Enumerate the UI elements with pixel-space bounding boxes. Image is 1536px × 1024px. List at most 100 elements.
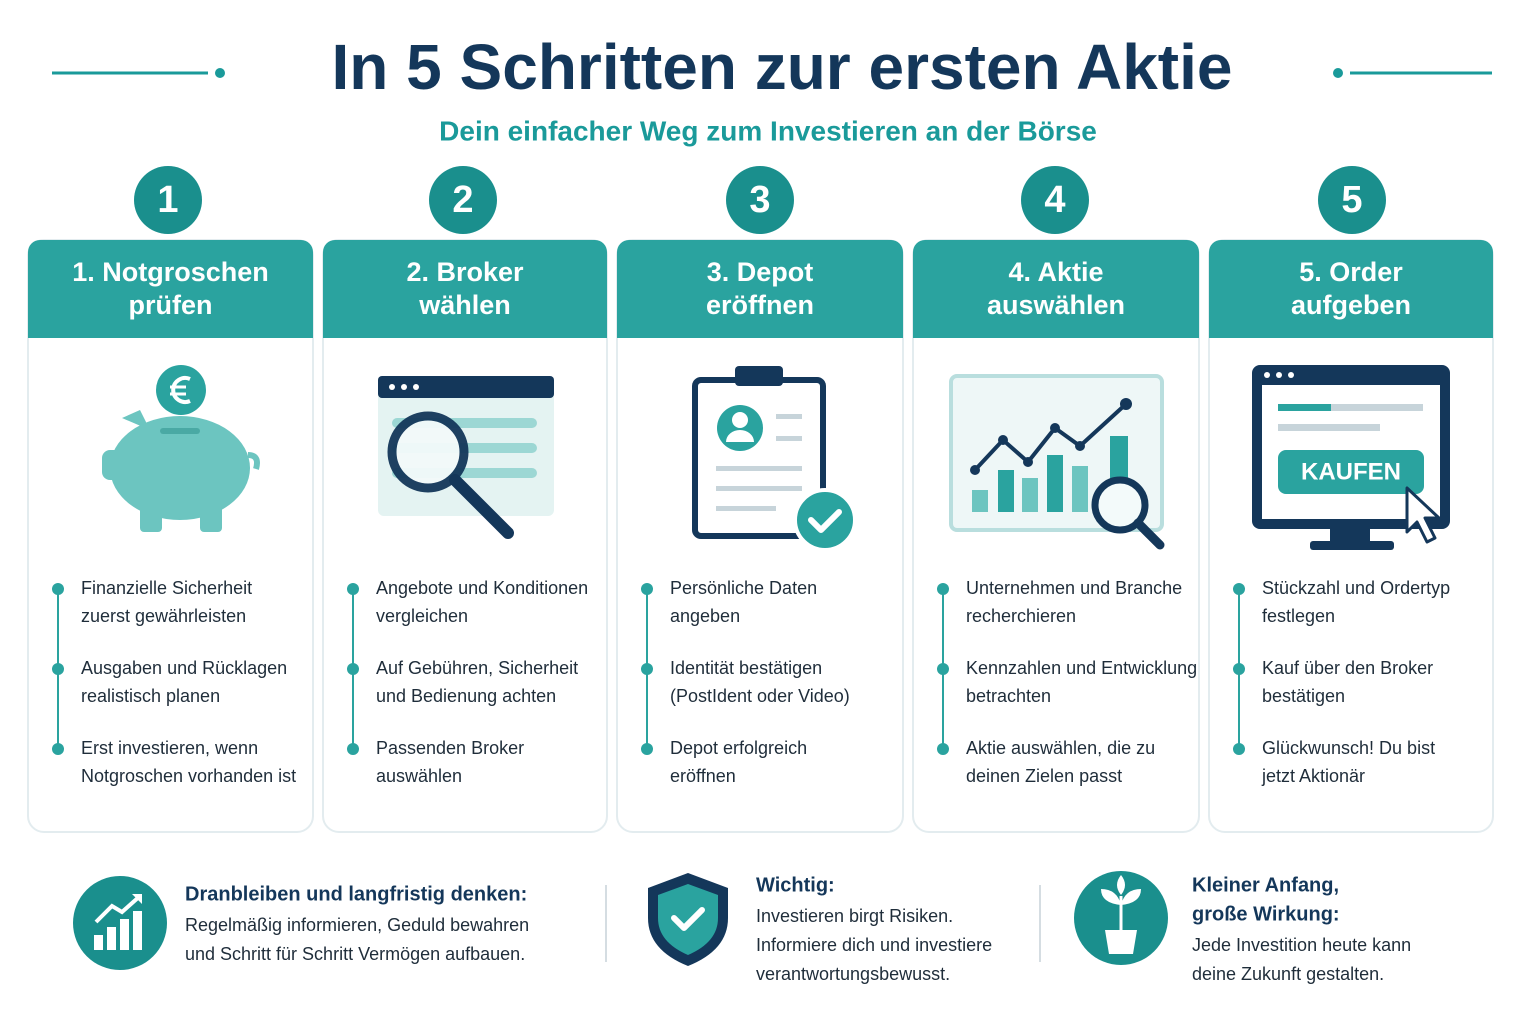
bullet-dot <box>641 663 653 675</box>
bullet-text: Passenden Broker <box>376 738 524 758</box>
icon-part <box>171 376 191 404</box>
footer-title: Dranbleiben und langfristig denken: <box>185 883 527 905</box>
icon-part <box>776 436 802 441</box>
step-badge <box>134 166 202 234</box>
buy-button-label: KAUFEN <box>1301 458 1401 485</box>
icon-part <box>1105 930 1137 954</box>
icon-part <box>972 490 988 512</box>
bullet-text: festlegen <box>1262 606 1335 626</box>
step-number: 4 <box>1044 179 1065 221</box>
bullet-text: Identität bestätigen <box>670 658 822 678</box>
bullet-dot <box>52 663 64 675</box>
step-header <box>323 240 607 338</box>
icon-part <box>1022 478 1038 512</box>
bullet-text: bestätigen <box>1262 686 1345 706</box>
icon-part <box>1276 372 1282 378</box>
step-title: 2. Broker <box>406 257 524 287</box>
icon-part <box>107 927 116 950</box>
bullet-text: Kauf über den Broker <box>1262 658 1433 678</box>
bullet-text: Finanzielle Sicherheit <box>81 578 252 598</box>
bullet-dot <box>1233 583 1245 595</box>
step-header <box>28 240 313 338</box>
bullet-dot <box>1233 663 1245 675</box>
step-title: eröffnen <box>706 290 814 320</box>
bullet-dot <box>52 583 64 595</box>
footer-title: Kleiner Anfang, <box>1192 874 1339 896</box>
icon-part <box>808 509 842 533</box>
step-title: aufgeben <box>1291 290 1411 320</box>
icon-part <box>793 488 857 552</box>
icon-part <box>132 894 142 904</box>
bullet-text: auswählen <box>376 766 462 786</box>
bullet-dot <box>52 743 64 755</box>
footer-text: verantwortungsbewusst. <box>756 964 950 984</box>
bullet-dot <box>347 743 359 755</box>
icon-part <box>1072 466 1088 512</box>
icon-part <box>401 384 407 390</box>
bullet-text: Unternehmen und Branche <box>966 578 1182 598</box>
icon-part <box>716 486 802 491</box>
icon-part <box>1133 518 1165 550</box>
bullet-text: jetzt Aktionär <box>1261 766 1365 786</box>
bullet-text: Aktie auswählen, die zu <box>966 738 1155 758</box>
bullet-text: Ausgaben und Rücklagen <box>81 658 287 678</box>
icon <box>949 374 1165 550</box>
footer-text: Informiere dich und investiere <box>756 935 992 955</box>
decor-dot <box>215 68 225 78</box>
bullet-text: Stückzahl und Ordertyp <box>1262 578 1450 598</box>
bullet-text: Glückwunsch! Du bist <box>1262 738 1435 758</box>
icon <box>1252 365 1450 550</box>
icon-part <box>1050 423 1060 433</box>
icon-part <box>156 365 206 415</box>
footer-title: Wichtig: <box>756 874 835 896</box>
step-title: 4. Aktie <box>1008 257 1103 287</box>
bullet-text: Notgroschen vorhanden ist <box>81 766 296 786</box>
bullet-text: Erst investieren, wenn <box>81 738 258 758</box>
footer-title: große Wirkung: <box>1192 903 1340 925</box>
footer-text: und Schritt für Schritt Vermögen aufbaue… <box>185 944 525 964</box>
icon <box>378 376 554 539</box>
footer-text: Regelmäßig informieren, Geduld bewahren <box>185 915 529 935</box>
subtitle: Dein einfacher Weg zum Investieren an de… <box>439 115 1097 146</box>
icon-part <box>1331 404 1423 411</box>
icon-part <box>102 450 126 480</box>
bullet-dot <box>641 583 653 595</box>
icon-part <box>413 384 419 390</box>
step-badge <box>1021 166 1089 234</box>
step-number: 1 <box>157 179 178 221</box>
bullet-text: vergleichen <box>376 606 468 626</box>
icon-part <box>140 500 162 532</box>
bullet-dot <box>641 743 653 755</box>
icon-part <box>716 466 802 471</box>
step-title: wählen <box>418 290 511 320</box>
bullet-text: zuerst gewährleisten <box>81 606 246 626</box>
icon-part <box>658 884 718 955</box>
bullet-dot <box>1233 743 1245 755</box>
bullet-text: Depot erfolgreich <box>670 738 807 758</box>
icon-part <box>1264 372 1270 378</box>
title: In 5 Schritten zur ersten Aktie <box>332 31 1233 103</box>
icon-part <box>378 376 554 398</box>
bullet-text: recherchieren <box>966 606 1076 626</box>
icon-part <box>1101 875 1141 905</box>
step-title: 3. Depot <box>707 257 814 287</box>
icon-part <box>726 430 754 442</box>
bullet-text: deinen Zielen passt <box>966 766 1122 786</box>
icon-part <box>200 500 222 532</box>
step-badge <box>726 166 794 234</box>
step-number: 2 <box>452 179 473 221</box>
icon-part <box>1310 541 1394 550</box>
icon-part <box>998 435 1008 445</box>
bullet-dot <box>347 663 359 675</box>
icon-part <box>973 402 1128 472</box>
bullet-text: (PostIdent oder Video) <box>670 686 850 706</box>
icon-part <box>449 474 514 539</box>
icon-part <box>735 366 783 386</box>
decor-dot <box>1333 68 1343 78</box>
icon <box>102 365 260 532</box>
step-title: 5. Order <box>1299 257 1403 287</box>
bullet-dot <box>937 663 949 675</box>
icon-part <box>133 911 142 950</box>
step-title: 1. Notgroschen <box>72 257 269 287</box>
step-title: prüfen <box>129 290 213 320</box>
